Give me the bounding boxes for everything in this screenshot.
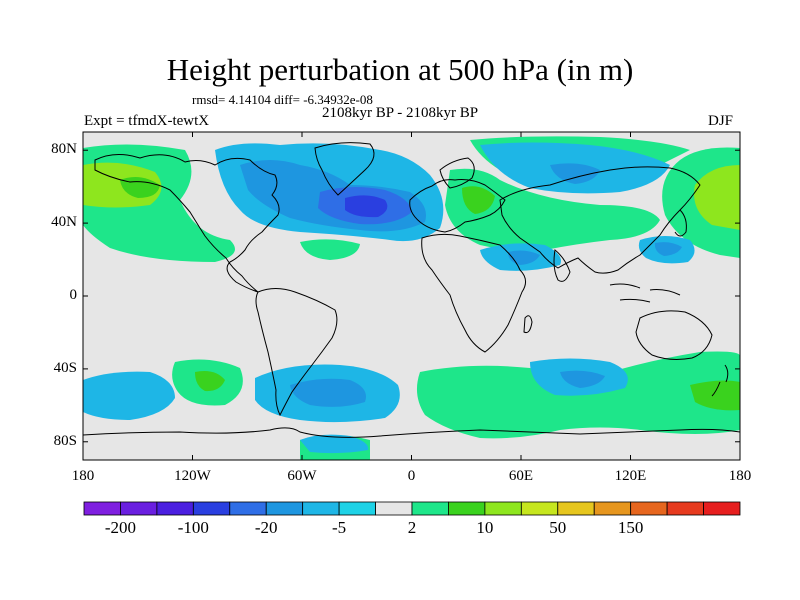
lat-label: 80N bbox=[51, 141, 77, 158]
colorbar-swatch bbox=[120, 501, 158, 516]
colorbar-tick-label: 50 bbox=[549, 518, 567, 537]
lon-label: 180 bbox=[728, 468, 752, 484]
coast-africa bbox=[421, 233, 526, 353]
lat-label: 40N bbox=[51, 214, 77, 231]
coast-asia bbox=[499, 166, 701, 274]
colorbar-tick-label: -100 bbox=[177, 518, 209, 537]
coast-south-america bbox=[255, 288, 338, 417]
colorbar-tick-label: 2 bbox=[407, 518, 417, 537]
colorbar-swatch bbox=[338, 501, 376, 516]
coast-india bbox=[553, 249, 571, 282]
colorbar-swatch bbox=[666, 501, 704, 516]
colorbar-tick-label: 10 bbox=[476, 518, 494, 537]
lon-label: 0 bbox=[407, 468, 416, 484]
coast-japan bbox=[674, 209, 687, 237]
colorbar-tick-label: -200 bbox=[104, 518, 137, 537]
colorbar-swatch bbox=[265, 501, 304, 516]
lat-label: 80S bbox=[53, 432, 77, 449]
colorbar-tick-label: 150 bbox=[617, 518, 644, 537]
period-line: 2108kyr BP - 2108kyr BP bbox=[322, 105, 479, 121]
plot-title: Height perturbation at 500 hPa (in m) bbox=[166, 52, 634, 87]
lon-label: 120W bbox=[174, 468, 211, 484]
coast-new-zealand bbox=[711, 364, 729, 397]
colorbar-swatch bbox=[630, 501, 668, 516]
anomaly-south-pacific-blue bbox=[83, 371, 175, 420]
colorbar-swatch bbox=[448, 501, 486, 516]
lon-label: 60E bbox=[508, 468, 534, 484]
coast-scandinavia bbox=[439, 157, 475, 189]
coast-australia bbox=[635, 310, 713, 360]
anomaly-east-asia-core bbox=[654, 242, 682, 256]
coastlines bbox=[83, 142, 740, 438]
colorbar-tick-label: -20 bbox=[254, 518, 278, 537]
colorbar bbox=[83, 501, 741, 516]
anomaly-siberia-core bbox=[550, 163, 600, 184]
anomaly-europe bbox=[445, 168, 660, 251]
lon-label: 180 bbox=[71, 468, 95, 484]
colorbar-swatch bbox=[484, 501, 522, 516]
anomaly-southern-ocean-green-core bbox=[690, 380, 740, 411]
anomaly-antarctic-blue bbox=[300, 434, 369, 454]
colorbar-swatch bbox=[557, 501, 595, 516]
colorbar-swatch bbox=[520, 501, 559, 516]
colorbar-swatch bbox=[192, 501, 231, 516]
stats-line: rmsd= 4.14104 diff= -6.34932e-08 bbox=[192, 92, 373, 107]
anomaly-south-pacific-west-core bbox=[195, 371, 225, 392]
anomaly-europe-core bbox=[462, 186, 495, 214]
experiment-label: Expt = tfmdX-tewtX bbox=[84, 113, 210, 129]
axis-ticks bbox=[82, 132, 741, 460]
colorbar-swatch bbox=[593, 501, 632, 516]
colorbar-swatch bbox=[703, 501, 741, 516]
anomaly-southern-indian-core bbox=[560, 370, 605, 388]
anomaly-atlantic-small bbox=[300, 239, 360, 260]
season-label: DJF bbox=[708, 113, 734, 129]
coast-europe bbox=[409, 179, 506, 233]
lon-label: 60W bbox=[287, 468, 317, 484]
colorbar-swatch bbox=[302, 501, 340, 516]
colorbar-tick-label: -5 bbox=[332, 518, 347, 537]
colorbar-swatch bbox=[83, 501, 121, 516]
colorbar-swatch bbox=[375, 501, 413, 516]
lat-label: 40S bbox=[53, 359, 77, 376]
anomaly-south-atlantic-core bbox=[290, 378, 366, 407]
colorbar-swatch bbox=[156, 501, 194, 516]
anomaly-fields bbox=[83, 136, 740, 460]
anomaly-north-atlantic-core bbox=[345, 195, 388, 218]
coast-greenland bbox=[314, 142, 375, 196]
lon-label: 120E bbox=[614, 468, 647, 484]
coast-north-america bbox=[94, 154, 280, 293]
coast-madagascar bbox=[523, 315, 533, 333]
coast-antarctica bbox=[83, 427, 740, 438]
colorbar-swatch bbox=[229, 501, 267, 516]
anomaly-north-pacific-east-core bbox=[694, 165, 740, 230]
colorbar-swatch bbox=[411, 501, 449, 516]
coast-indonesia bbox=[609, 283, 681, 303]
lat-label: 0 bbox=[69, 287, 78, 303]
anomaly-arabia-core bbox=[508, 250, 540, 265]
